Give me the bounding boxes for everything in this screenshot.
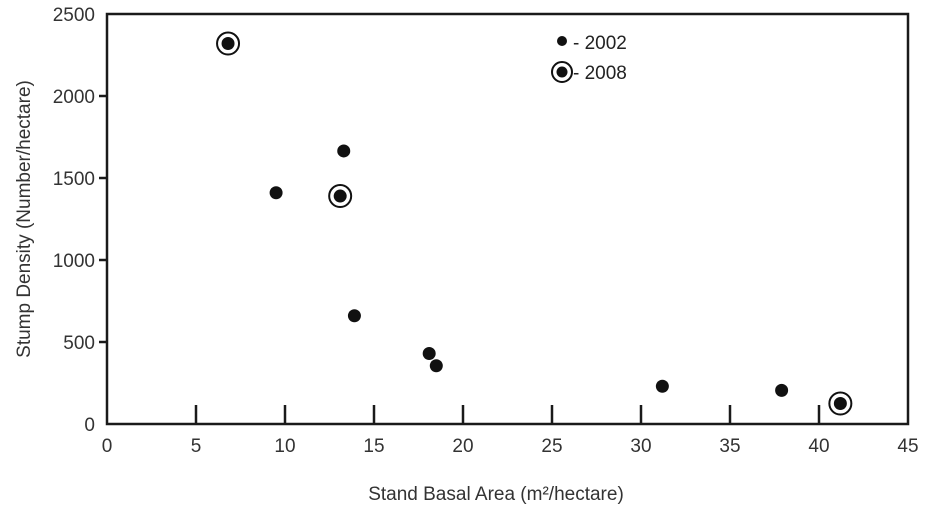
- data-point-2002: [337, 144, 351, 158]
- marker-dot: [333, 189, 347, 203]
- x-tick-label: 30: [630, 436, 651, 457]
- legend-label: - 2002: [573, 33, 627, 54]
- data-point-2002: [269, 186, 283, 200]
- x-tick-label: 25: [541, 436, 562, 457]
- legend: - 2002 - 2008: [551, 33, 627, 84]
- legend-marker-dot: [557, 36, 567, 46]
- x-tick-label: 15: [363, 436, 384, 457]
- data-point-2002: [347, 309, 361, 323]
- data-point-2002: [429, 359, 443, 373]
- marker-dot: [429, 359, 443, 373]
- y-tick-label: 2500: [53, 5, 95, 26]
- marker-dot: [422, 346, 436, 360]
- data-point-2002: [422, 346, 436, 360]
- y-axis-title: Stump Density (Number/hectare): [14, 80, 35, 358]
- marker-dot: [655, 379, 669, 393]
- x-tick-label: 0: [102, 436, 113, 457]
- x-tick-label: 35: [719, 436, 740, 457]
- data-point-2008: [216, 31, 241, 56]
- y-tick-label: 1000: [53, 251, 95, 272]
- x-tick-label: 45: [897, 436, 918, 457]
- y-tick-label: 500: [63, 333, 95, 354]
- legend-item-2002: - 2002: [557, 33, 627, 54]
- data-point-2002: [655, 379, 669, 393]
- legend-marker-dot: [556, 66, 568, 78]
- legend-label: - 2008: [573, 63, 627, 84]
- plot-frame: [105, 12, 910, 426]
- x-tick-label: 40: [808, 436, 829, 457]
- marker-dot: [269, 186, 283, 200]
- y-tick-label: 0: [84, 415, 95, 436]
- y-tick-label: 1500: [53, 169, 95, 190]
- x-axis-title: Stand Basal Area (m²/hectare): [368, 484, 624, 505]
- marker-dot: [775, 383, 789, 397]
- marker-dot: [347, 309, 361, 323]
- data-point-2002: [775, 383, 789, 397]
- y-axis: 0 500 1000 1500 2000 2500: [53, 5, 107, 436]
- marker-dot: [337, 144, 351, 158]
- marker-dot: [833, 397, 847, 410]
- x-tick-label: 10: [274, 436, 295, 457]
- marker-dot: [221, 37, 235, 51]
- x-axis: 0 5 10 15 20 25 30 35 40 45: [102, 405, 919, 457]
- data-points: [216, 31, 853, 416]
- data-point-2008: [328, 184, 353, 209]
- x-tick-label: 5: [191, 436, 202, 457]
- data-point-2008: [828, 391, 853, 416]
- x-tick-label: 20: [452, 436, 473, 457]
- legend-item-2008: - 2008: [551, 61, 627, 84]
- y-tick-label: 2000: [53, 87, 95, 108]
